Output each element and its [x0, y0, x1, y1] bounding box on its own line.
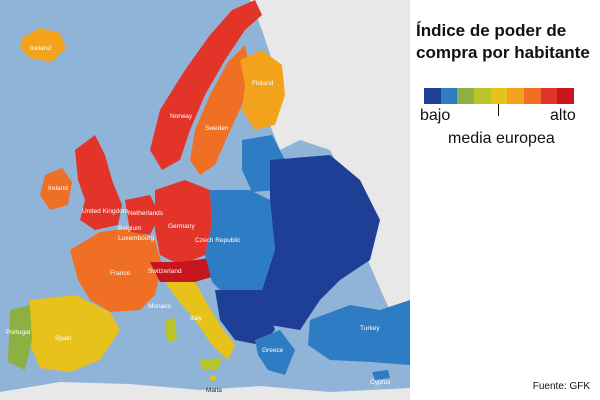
scale-swatch-8 — [557, 88, 575, 104]
scale-swatch-7 — [540, 88, 558, 104]
label-italy: Italy — [190, 315, 203, 322]
label-germany: Germany — [168, 223, 195, 230]
scale-midpoint-tick — [498, 104, 499, 116]
region-uk — [75, 135, 122, 230]
region-central-east — [205, 190, 275, 300]
region-germany — [155, 180, 212, 265]
region-alps — [150, 258, 218, 282]
label-luxembourg: Luxembourg — [118, 235, 155, 242]
region-norway — [150, 0, 262, 170]
label-monaco: Monaco — [148, 303, 172, 310]
region-east — [262, 155, 380, 330]
region-iceland — [20, 28, 66, 62]
label-turkey: Turkey — [360, 325, 380, 332]
legend-panel: Índice de poder de compra por habitante … — [410, 0, 600, 400]
label-iceland: Iceland — [30, 45, 51, 52]
label-switzerland: Switzerland — [148, 268, 182, 275]
region-sweden — [190, 45, 250, 175]
label-czech-republic: Czech Republic — [195, 237, 241, 244]
region-balkans — [215, 290, 275, 345]
scale-middle-label: media europea — [448, 130, 555, 147]
label-belgium: Belgium — [118, 225, 141, 232]
label-ireland: Ireland — [48, 185, 68, 192]
region-france — [70, 228, 162, 312]
region-spain — [28, 295, 120, 372]
scale-swatch-5 — [507, 88, 525, 104]
label-united-kingdom: United Kingdom — [82, 208, 128, 215]
scale-swatch-0 — [424, 88, 441, 104]
scale-swatch-2 — [457, 88, 475, 104]
color-scale-bar — [424, 88, 575, 104]
region-sicily — [200, 358, 222, 370]
label-cyprus: Cyprus — [370, 379, 391, 386]
label-france: France — [110, 270, 131, 277]
label-norway: Norway — [170, 113, 193, 120]
scale-swatch-1 — [440, 88, 458, 104]
region-turkey — [308, 300, 410, 365]
label-sweden: Sweden — [205, 125, 229, 132]
region-ireland — [40, 168, 72, 210]
label-netherlands: Netherlands — [128, 210, 164, 217]
non-eu-land-africa — [0, 382, 410, 400]
europe-map: Iceland Norway Sweden Finland Ireland Un… — [0, 0, 410, 400]
legend-title-line2: compra por habitante — [416, 43, 590, 62]
scale-swatch-3 — [474, 88, 491, 104]
scale-high-label: alto — [550, 107, 576, 124]
region-greece — [255, 330, 295, 375]
scale-low-label: bajo — [420, 107, 451, 124]
scale-swatch-4 — [490, 88, 508, 104]
region-finland — [240, 50, 285, 130]
label-greece: Greece — [262, 347, 284, 354]
region-sardinia — [165, 318, 177, 342]
region-italy — [165, 282, 235, 360]
label-spain: Spain — [55, 335, 72, 342]
scale-swatch-6 — [524, 88, 541, 104]
label-finland: Finland — [252, 80, 274, 87]
legend-title: Índice de poder de compra por habitante — [416, 20, 596, 64]
region-cyprus — [372, 370, 390, 380]
label-malta: Malta — [206, 387, 222, 394]
region-malta — [210, 375, 216, 381]
legend-title-line1: Índice de poder de — [416, 21, 567, 40]
source-credit: Fuente: GFK — [532, 381, 590, 392]
region-benelux — [125, 195, 160, 235]
region-portugal — [8, 305, 32, 370]
label-portugal: Portugal — [6, 329, 31, 336]
